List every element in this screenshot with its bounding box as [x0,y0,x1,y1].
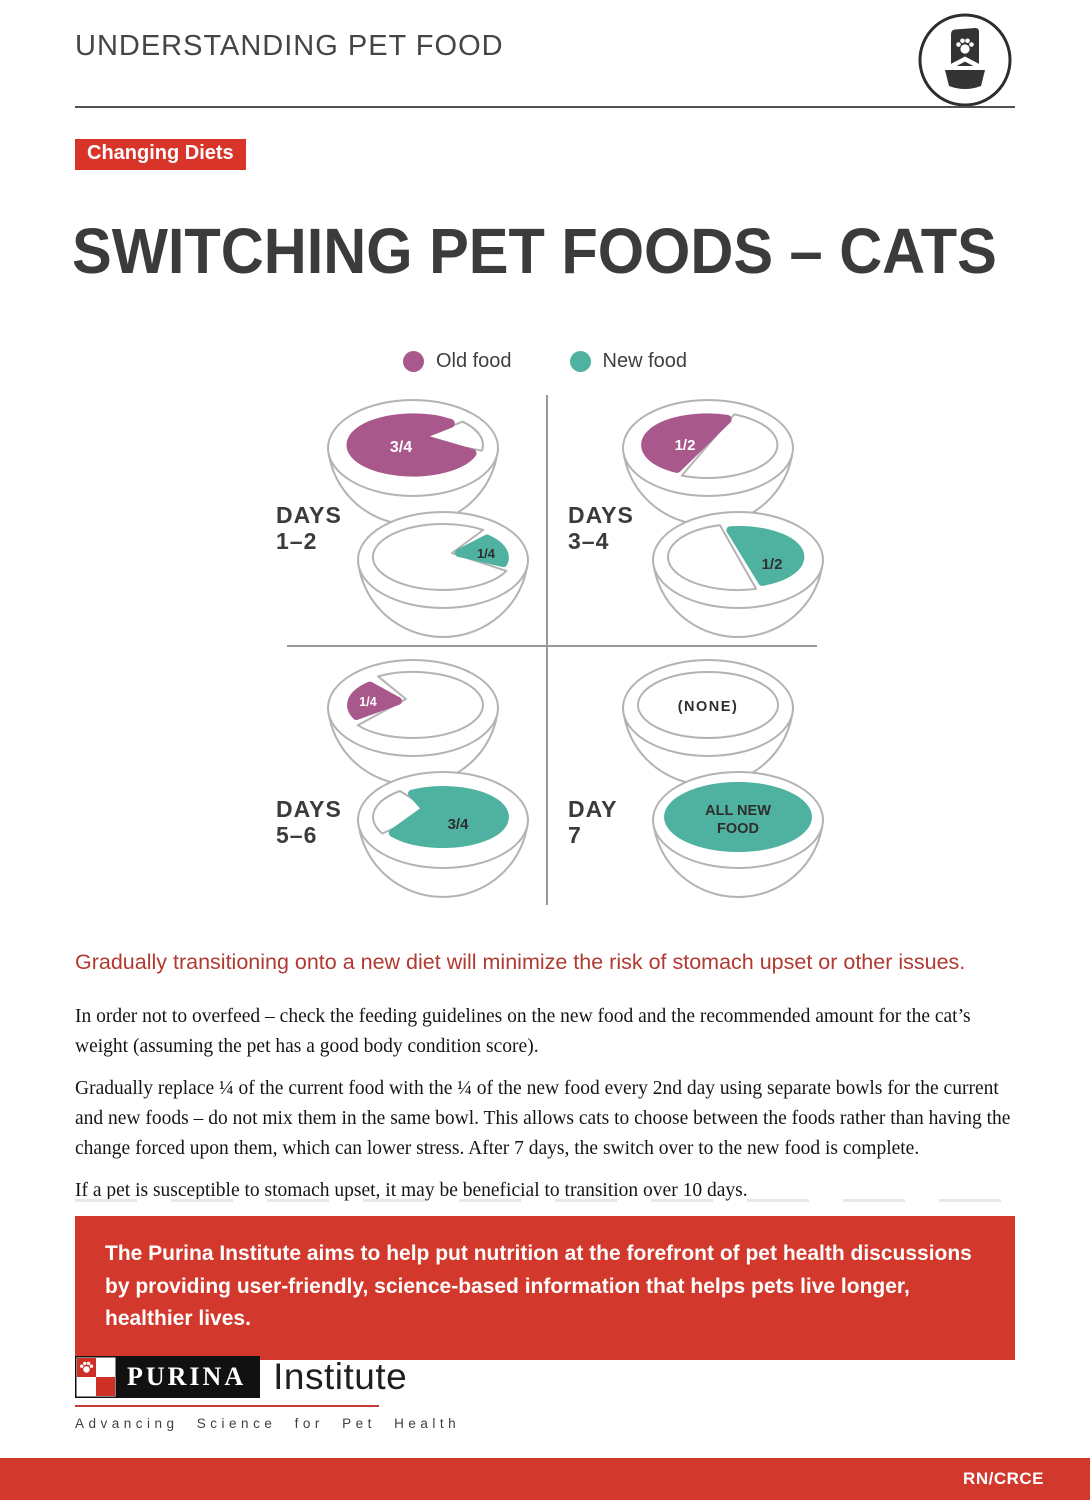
highlight-sentence: Gradually transitioning onto a new diet … [75,950,966,974]
section-badge: Changing Diets [75,139,246,170]
purina-brand-text: PURINA [127,1362,247,1391]
paragraph-1: In order not to overfeed – check the fee… [75,1006,971,1057]
new-food-fill [388,786,509,849]
label-days: DAYS [276,796,342,822]
legend-new-label: New food [602,350,688,372]
quadrant-label-days-3-4: DAYS 3–4 [568,502,634,555]
logo-tagline: Advancing Science for Pet Health [75,1416,461,1431]
all-new-label-line2: FOOD [717,821,759,837]
fraction-label: 1/2 [762,556,783,573]
bowl-old-food-1-4: 1/4 [327,659,499,787]
legend-old-label: Old food [435,350,512,372]
fraction-label: 3/4 [390,439,412,456]
new-food-fill [664,782,812,852]
new-food-fill [455,534,509,568]
bowl-old-food-3-4: 3/4 [327,399,499,527]
diagram-vertical-divider [546,395,548,905]
legend-item-new-food: New food [569,350,688,373]
page-header-title: UNDERSTANDING PET FOOD [75,30,504,62]
purina-checkerboard-icon [75,1356,117,1398]
new-food-dot-icon [569,351,591,372]
all-new-label-line1: ALL NEW [705,803,771,819]
none-label: (NONE) [678,699,739,715]
new-food-fill [726,525,805,586]
label-range: 3–4 [568,527,610,554]
old-food-dot-icon [402,351,424,372]
pet-food-bag-bowl-icon [918,13,1012,107]
bowl-new-food-1-2: 1/2 [652,511,824,639]
empty-wedge [418,420,484,452]
empty-section [371,523,508,591]
label-days: DAYS [276,502,342,528]
fraction-label: 3/4 [448,816,470,833]
paragraph-3: If a pet is susceptible to stomach upset… [75,1180,748,1202]
old-food-fill [347,681,402,720]
label-range: 5–6 [276,821,318,848]
dashed-divider [75,1199,1015,1202]
old-food-fill [346,413,477,477]
quadrant-label-days-5-6: DAYS 5–6 [276,796,342,849]
label-days: DAYS [568,502,634,528]
fraction-label: 1/4 [477,546,496,561]
bowl-old-food-none: (NONE) [622,659,794,787]
bowl-all-new-food: ALL NEW FOOD [652,771,824,899]
quadrant-label-day-7: DAY 7 [568,796,618,849]
empty-section [356,670,484,739]
transition-diagram: DAYS 1–2 DAYS 3–4 DAYS 5–6 DAY 7 3/4 [0,395,1090,905]
body-copy: In order not to overfeed – check the fee… [75,1002,1020,1219]
fraction-label: 1/4 [359,695,376,709]
purina-institute-logo: PURINA Institute Advancing Science for P… [75,1356,460,1431]
footer-bar: RN/CRCE [0,1458,1090,1500]
bowl-old-food-1-2: 1/2 [622,399,794,527]
quadrant-label-days-1-2: DAYS 1–2 [276,502,342,555]
bowl-new-food-1-4: 1/4 [357,511,529,639]
legend: Old food New food [0,350,1090,373]
page-title: SWITCHING PET FOODS – CATS [72,215,997,287]
purina-mission-banner: The Purina Institute aims to help put nu… [75,1216,1015,1360]
label-range: 1–2 [276,527,318,554]
purina-wordmark: PURINA [75,1356,261,1398]
paragraph-2: Gradually replace ¼ of the current food … [75,1078,1011,1159]
header-divider [75,106,1015,108]
footer-code: RN/CRCE [963,1469,1044,1488]
logo-red-rule [75,1405,379,1407]
empty-half [680,413,779,479]
empty-inner [637,671,779,739]
label-days: DAY [568,796,618,822]
fraction-label: 1/2 [675,437,696,454]
legend-item-old-food: Old food [402,350,512,373]
empty-wedge [372,790,433,835]
label-range: 7 [568,821,582,848]
bowl-new-food-3-4: 3/4 [357,771,529,899]
diagram-horizontal-divider [287,645,817,647]
old-food-fill [641,413,732,473]
empty-half [666,524,758,592]
institute-text: Institute [273,1356,408,1397]
